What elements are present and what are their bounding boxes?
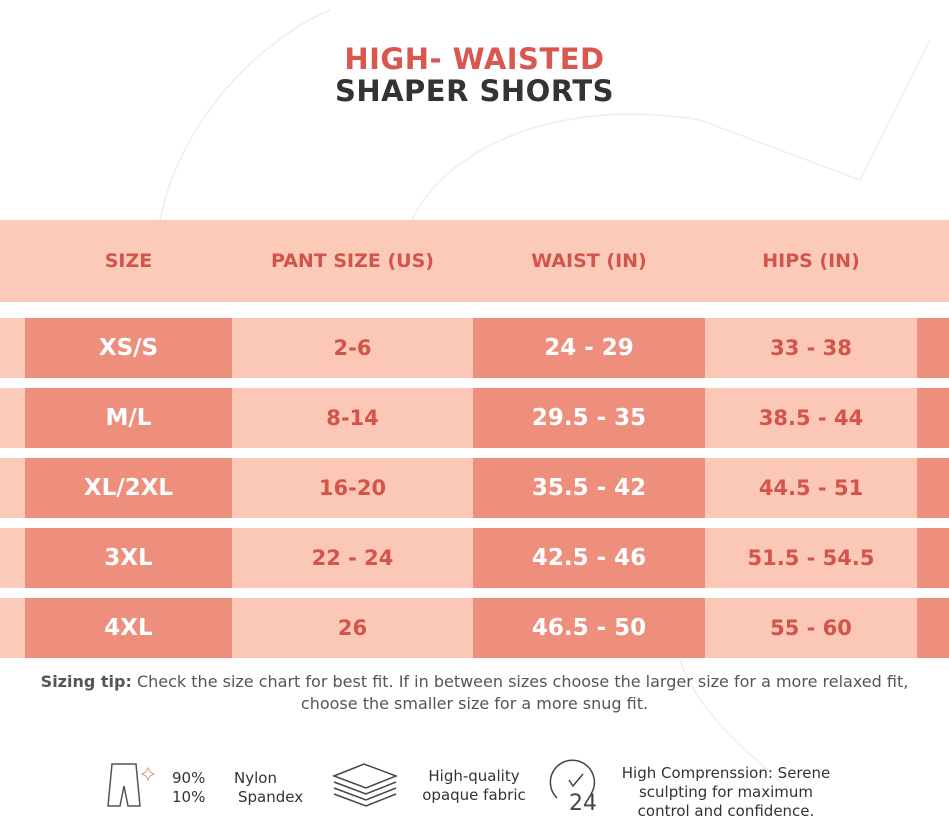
table-row: M/L 8-14 29.5 - 35 38.5 - 44 (0, 388, 949, 448)
table-cell: 55 - 60 (705, 598, 917, 658)
header-cell: SIZE (104, 250, 153, 272)
table-row: XL/2XL 16-20 35.5 - 42 44.5 - 51 (0, 458, 949, 518)
table-cell: 16-20 (232, 458, 473, 518)
compression-line: sculpting for maximum (638, 783, 814, 801)
table-cell: 46.5 - 50 (473, 598, 705, 658)
percent-1: 90% (172, 769, 206, 787)
compression-text: High Comprenssion: Serene sculpting for … (606, 764, 846, 821)
table-cell: M/L (25, 388, 232, 448)
header-cell: WAIST (IN) (531, 250, 647, 272)
fabric-line: High-quality (428, 767, 520, 785)
header-cell: HIPS (IN) (762, 250, 860, 272)
row-edge (917, 318, 949, 378)
table-row: 3XL 22 - 24 42.5 - 46 51.5 - 54.5 (0, 528, 949, 588)
table-cell: 26 (232, 598, 473, 658)
tip-label: Sizing tip: (40, 672, 132, 691)
fabric-text: High-quality opaque fabric (414, 767, 534, 805)
shorts-icon (107, 763, 156, 807)
fabric-line: opaque fabric (422, 786, 526, 804)
table-cell: 33 - 38 (705, 318, 917, 378)
row-edge (917, 458, 949, 518)
clock-icon: 24 (549, 759, 597, 816)
title-line1: HIGH- WAISTED (344, 42, 605, 76)
compression-line: control and confidence. (637, 802, 815, 820)
table-cell: 44.5 - 51 (705, 458, 917, 518)
percent-2: 10% (172, 788, 206, 806)
table-row: 4XL 26 46.5 - 50 55 - 60 (0, 598, 949, 658)
table-cell: 4XL (25, 598, 232, 658)
row-edge (917, 388, 949, 448)
table-cell: XL/2XL (25, 458, 232, 518)
material-2: Spandex (238, 788, 304, 806)
table-cell: 38.5 - 44 (705, 388, 917, 448)
table-cell: 35.5 - 42 (473, 458, 705, 518)
title-line2: SHAPER SHORTS (334, 74, 615, 108)
table-cell: 51.5 - 54.5 (705, 528, 917, 588)
row-edge (917, 528, 949, 588)
table-cell: 29.5 - 35 (473, 388, 705, 448)
fabric-icon (331, 763, 399, 807)
sizing-tip: Sizing tip: Check the size chart for bes… (40, 671, 909, 715)
table-cell: 3XL (25, 528, 232, 588)
table-header: SIZE PANT SIZE (US) WAIST (IN) HIPS (IN) (0, 220, 949, 302)
table-cell: 2-6 (232, 318, 473, 378)
header-cell: PANT SIZE (US) (271, 250, 434, 272)
material-1: Nylon (234, 769, 277, 787)
compression-line: High Comprenssion: Serene (621, 764, 831, 782)
clock-label: 24 (569, 791, 597, 816)
table-row: XS/S 2-6 24 - 29 33 - 38 (0, 318, 949, 378)
row-edge (917, 598, 949, 658)
tip-text: Check the size chart for best fit. If in… (136, 672, 909, 713)
table-cell: XS/S (25, 318, 232, 378)
table-cell: 42.5 - 46 (473, 528, 705, 588)
table-cell: 24 - 29 (473, 318, 705, 378)
table-cell: 22 - 24 (232, 528, 473, 588)
table-cell: 8-14 (232, 388, 473, 448)
